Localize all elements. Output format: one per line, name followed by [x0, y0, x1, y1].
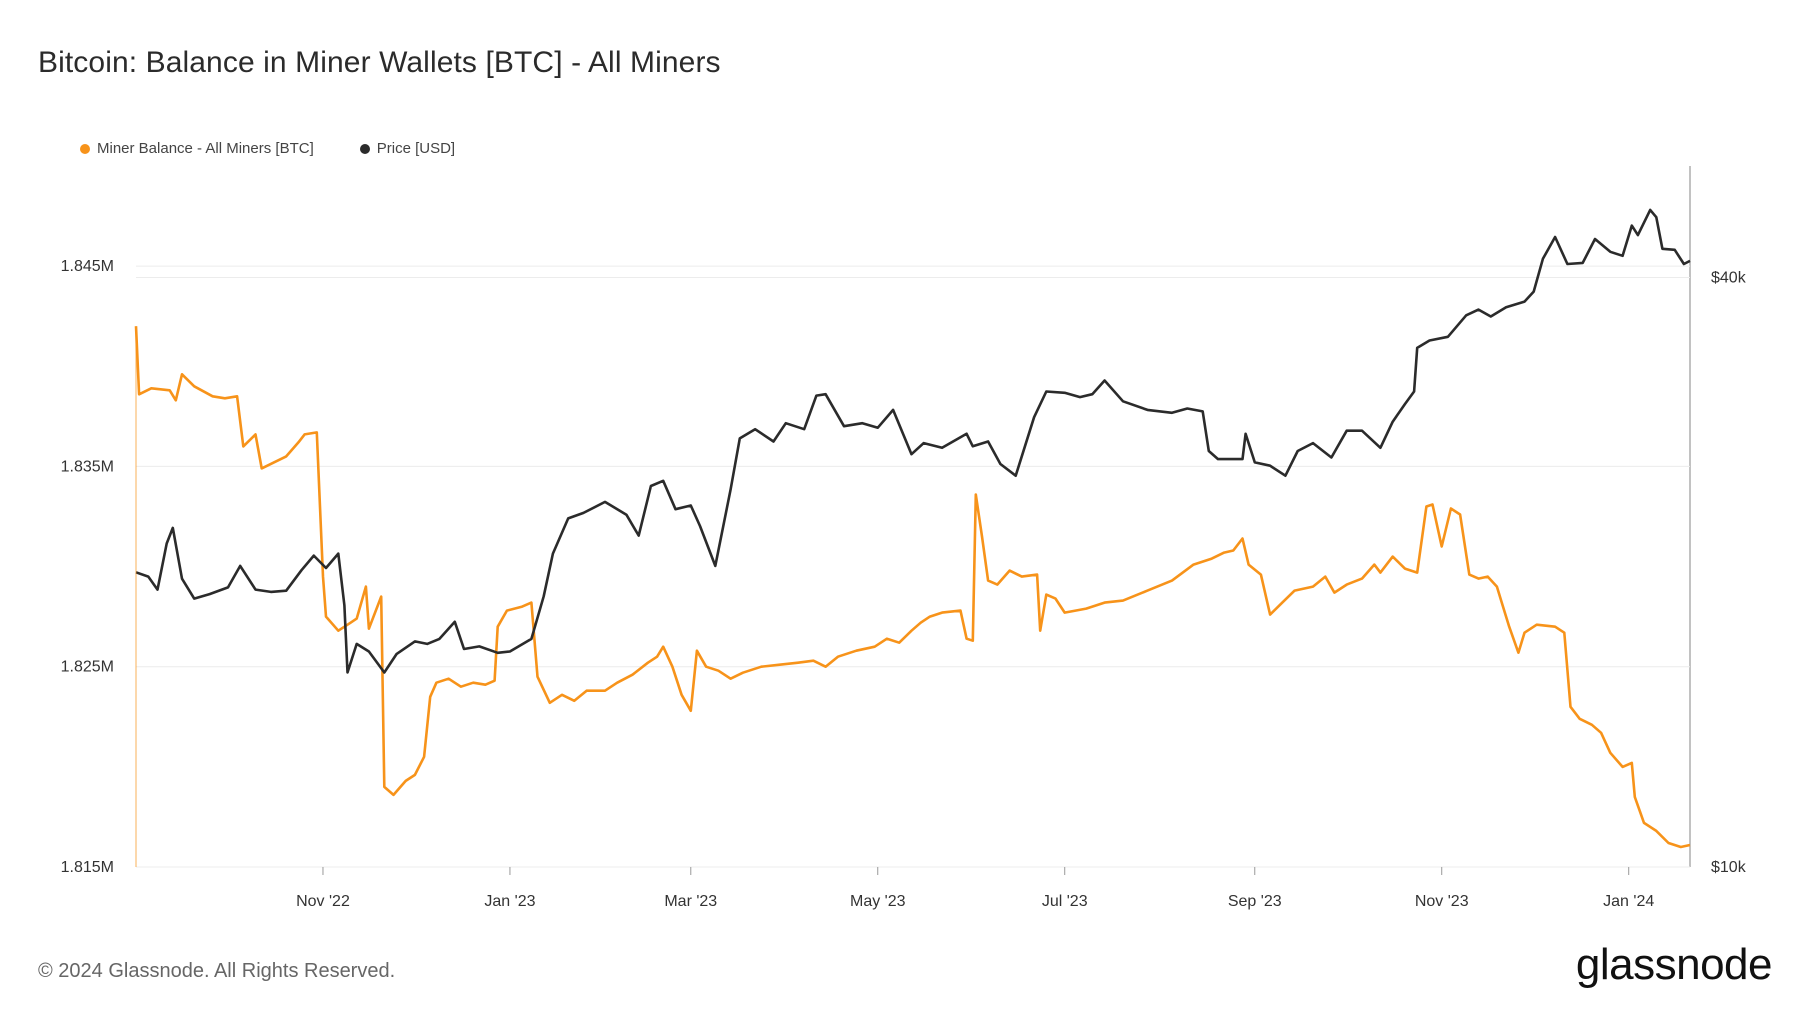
chart-title: Bitcoin: Balance in Miner Wallets [BTC] … [38, 46, 721, 79]
legend-item-miner-balance[interactable]: Miner Balance - All Miners [BTC] [80, 140, 314, 157]
y-right-tick-label: $40k [1711, 270, 1747, 287]
y-right-tick-label: $10k [1711, 859, 1747, 876]
x-tick-label: Sep '23 [1228, 893, 1282, 910]
legend-dot-price [359, 143, 370, 154]
chart-legend: Miner Balance - All Miners [BTC] Price [… [80, 140, 455, 157]
legend-label-miner-balance: Miner Balance - All Miners [BTC] [97, 140, 314, 157]
y-left-tick-label: 1.845M [61, 258, 114, 275]
x-tick-label: Mar '23 [664, 893, 717, 910]
legend-item-price[interactable]: Price [USD] [359, 140, 456, 157]
copyright-text: © 2024 Glassnode. All Rights Reserved. [38, 960, 396, 982]
y-left-tick-label: 1.825M [61, 659, 114, 676]
y-left-tick-label: 1.835M [61, 458, 114, 475]
x-tick-label: May '23 [850, 893, 906, 910]
x-tick-label: Jul '23 [1042, 893, 1088, 910]
x-tick-label: Nov '22 [296, 893, 350, 910]
legend-label-price: Price [USD] [376, 140, 456, 157]
glassnode-logo: glassnode [1575, 940, 1773, 989]
legend-dot-miner-balance [80, 143, 90, 154]
price-line [135, 208, 1691, 674]
x-tick-label: Jan '23 [484, 893, 535, 910]
x-tick-label: Jan '24 [1603, 893, 1654, 910]
x-tick-label: Nov '23 [1415, 893, 1469, 910]
y-left-tick-label: 1.815M [61, 859, 114, 876]
miner-balance-line [134, 326, 1691, 849]
